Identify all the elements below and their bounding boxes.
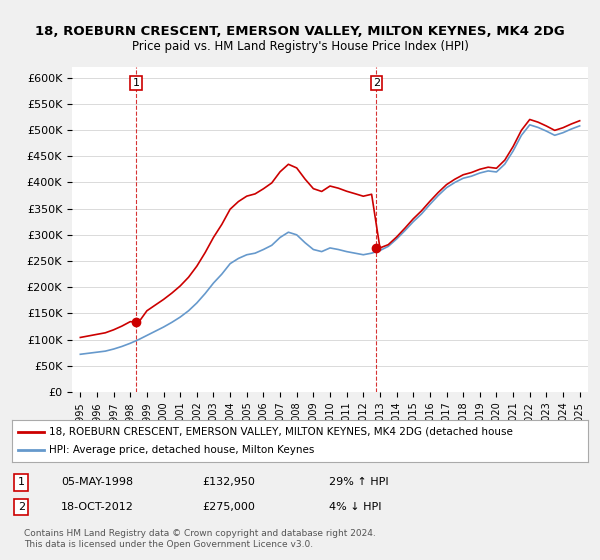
Text: Contains HM Land Registry data © Crown copyright and database right 2024.
This d: Contains HM Land Registry data © Crown c… <box>24 529 376 549</box>
Text: £132,950: £132,950 <box>202 478 255 487</box>
Text: 18, ROEBURN CRESCENT, EMERSON VALLEY, MILTON KEYNES, MK4 2DG (detached house: 18, ROEBURN CRESCENT, EMERSON VALLEY, MI… <box>49 427 514 437</box>
Text: 4% ↓ HPI: 4% ↓ HPI <box>329 502 382 512</box>
Text: 2: 2 <box>18 502 25 512</box>
Text: 2: 2 <box>373 78 380 88</box>
Text: 18, ROEBURN CRESCENT, EMERSON VALLEY, MILTON KEYNES, MK4 2DG: 18, ROEBURN CRESCENT, EMERSON VALLEY, MI… <box>35 25 565 38</box>
Text: HPI: Average price, detached house, Milton Keynes: HPI: Average price, detached house, Milt… <box>49 445 315 455</box>
Text: 05-MAY-1998: 05-MAY-1998 <box>61 478 133 487</box>
Text: 1: 1 <box>18 478 25 487</box>
Text: £275,000: £275,000 <box>202 502 255 512</box>
Text: Price paid vs. HM Land Registry's House Price Index (HPI): Price paid vs. HM Land Registry's House … <box>131 40 469 53</box>
Text: 1: 1 <box>133 78 140 88</box>
Text: 18-OCT-2012: 18-OCT-2012 <box>61 502 134 512</box>
Text: 29% ↑ HPI: 29% ↑ HPI <box>329 478 388 487</box>
